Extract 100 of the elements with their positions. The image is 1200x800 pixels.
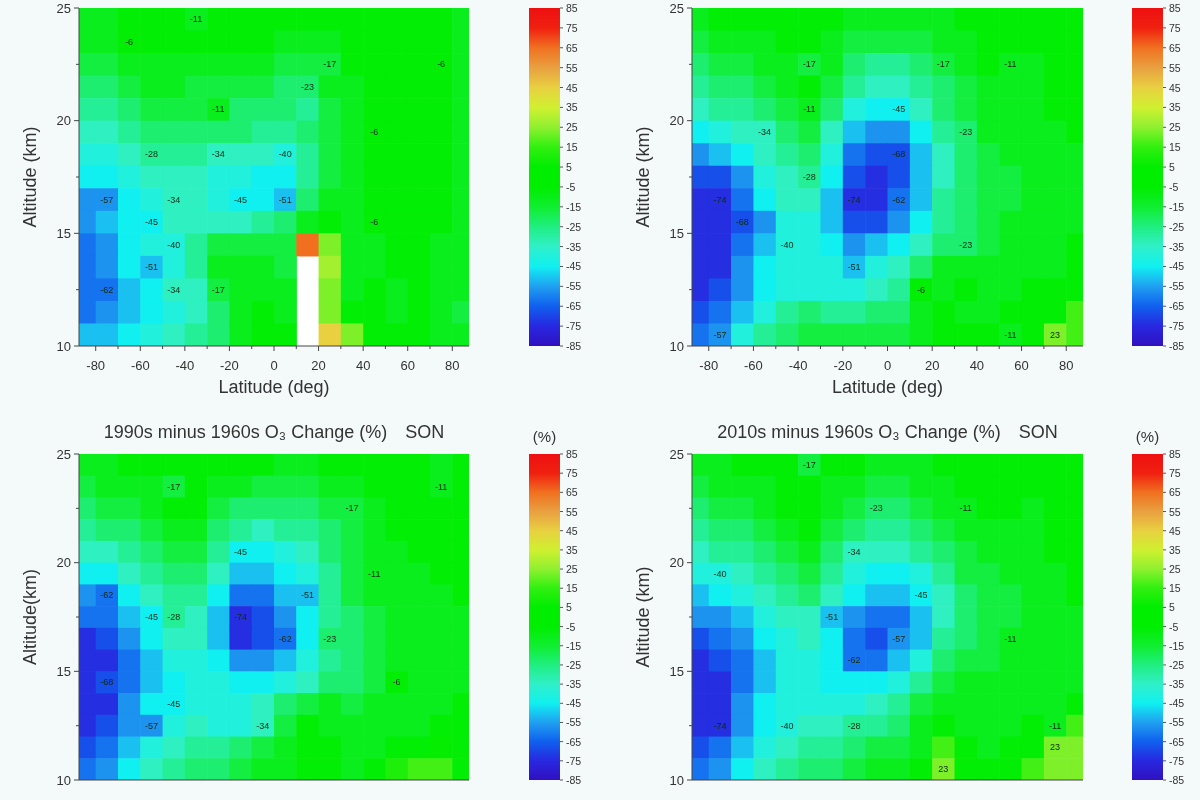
annotation: -74 (713, 720, 727, 731)
annotation: -11 (434, 481, 448, 492)
annotation: -23 (869, 503, 883, 514)
y-axis-title: Altitude (km) (633, 126, 653, 228)
chart-title: 2010s minus 1960s O₃ Change (%) (717, 422, 1001, 442)
color-bar-label: -15 (566, 639, 582, 652)
annotation: -51 (847, 262, 861, 273)
color-bar-label: 75 (566, 467, 578, 480)
annotation: -40 (713, 568, 727, 579)
color-bar-label: -35 (566, 678, 582, 691)
color-bar-label: -5 (1169, 180, 1179, 193)
annotation: -11 (189, 14, 203, 25)
chart-subtitle: SON (1018, 422, 1058, 442)
color-bar-label: -25 (566, 220, 582, 233)
annotation: -40 (167, 239, 181, 250)
chart-title: 1990s minus 1960s O₃ Change (%) (103, 422, 388, 442)
annotation: -6 (370, 126, 379, 137)
x-tick-label: -20 (220, 357, 239, 373)
color-bar-label: 45 (1169, 81, 1181, 94)
annotation: -23 (323, 633, 337, 644)
y-tick-label: 15 (669, 663, 684, 679)
y-tick-label: 10 (56, 772, 71, 788)
annotation: -57 (144, 720, 158, 731)
annotation: -62 (278, 633, 292, 644)
annotation: -34 (847, 546, 861, 557)
color-bar-label: -15 (1169, 200, 1185, 213)
annotation: -74 (713, 194, 727, 205)
color-bar-label: 45 (566, 81, 578, 94)
color-bar-label: -75 (1169, 320, 1185, 333)
color-bar-label: 65 (1169, 41, 1181, 54)
color-bar-label: -45 (566, 697, 582, 710)
color-bar-label: 35 (1169, 101, 1181, 114)
x-axis-title: Latitude (deg) (218, 377, 330, 397)
x-tick-label: 20 (924, 357, 940, 373)
color-bar-label: -85 (566, 340, 582, 352)
color-bar-label: 85 (1169, 2, 1181, 14)
color-bar-label: 25 (1169, 121, 1181, 134)
color-bar-label: 75 (1169, 467, 1181, 480)
annotation: -51 (300, 590, 314, 601)
x-tick-label: 60 (400, 357, 415, 373)
color-bar-label: 45 (1169, 524, 1181, 537)
x-tick-label: -20 (833, 357, 853, 373)
annotation: -17 (323, 59, 337, 70)
color-bar-label: -65 (566, 735, 582, 748)
annotation: -68 (892, 149, 906, 160)
annotation: -6 (917, 284, 926, 295)
color-bar-label: 75 (1169, 21, 1181, 34)
color-bar-label: -45 (1169, 260, 1185, 273)
annotation: -34 (256, 720, 270, 731)
x-tick-label: 40 (355, 357, 371, 373)
annotation: -6 (370, 217, 379, 228)
color-bar-label: -75 (1169, 754, 1185, 767)
x-tick-label: -80 (86, 357, 106, 373)
annotation: -45 (234, 546, 248, 557)
color-bar-label: 35 (566, 101, 578, 114)
color-bar-label: 15 (1169, 582, 1181, 595)
color-bar-label: -5 (1169, 620, 1179, 633)
annotation: -57 (713, 329, 727, 340)
color-bar-title: (%) (1135, 428, 1160, 445)
annotation: -62 (892, 194, 906, 205)
color-bar-label: -55 (1169, 280, 1185, 293)
annotation: -45 (144, 217, 158, 228)
annotation: -11 (803, 104, 816, 115)
annotation: -74 (847, 194, 861, 205)
annotation: 23 (938, 764, 949, 775)
annotation: -62 (847, 655, 861, 666)
x-tick-label: 20 (311, 357, 326, 373)
color-bar-label: 55 (566, 505, 578, 518)
annotation: -11 (212, 104, 225, 115)
y-tick-label: 20 (669, 113, 684, 129)
annotation: -23 (300, 81, 314, 92)
annotation: -11 (1004, 59, 1017, 70)
color-bar-label: 25 (566, 563, 578, 576)
color-bar-label: 5 (1169, 601, 1175, 614)
color-bar-label: 55 (1169, 61, 1181, 74)
annotation: -40 (780, 239, 794, 250)
color-bar-label: -75 (566, 320, 582, 333)
color-bar-label: 5 (566, 601, 572, 614)
color-bar-label: 55 (566, 61, 578, 74)
annotation: -45 (914, 590, 928, 601)
y-tick-label: 10 (56, 338, 71, 354)
color-bar-label: -65 (566, 300, 582, 313)
annotation: -17 (936, 59, 950, 70)
x-tick-label: 0 (883, 357, 892, 373)
color-bar-label: -15 (566, 200, 582, 213)
color-bar-label: -75 (566, 754, 582, 767)
annotation: -11 (1004, 329, 1017, 340)
annotation: -51 (278, 194, 292, 205)
annotation: -17 (345, 503, 359, 514)
annotation: -34 (167, 194, 181, 205)
annotation: -45 (144, 612, 158, 622)
color-bar-label: 85 (566, 2, 578, 14)
y-tick-label: 20 (56, 113, 71, 129)
x-tick-label: -40 (175, 357, 195, 373)
annotation: -40 (780, 720, 794, 731)
color-bar-label: -55 (1169, 716, 1185, 729)
y-axis-title: Altitude (km) (20, 126, 40, 228)
color-bar-label: 55 (1169, 505, 1181, 518)
annotation: -62 (100, 284, 114, 295)
color-bar-label: 65 (1169, 486, 1181, 499)
